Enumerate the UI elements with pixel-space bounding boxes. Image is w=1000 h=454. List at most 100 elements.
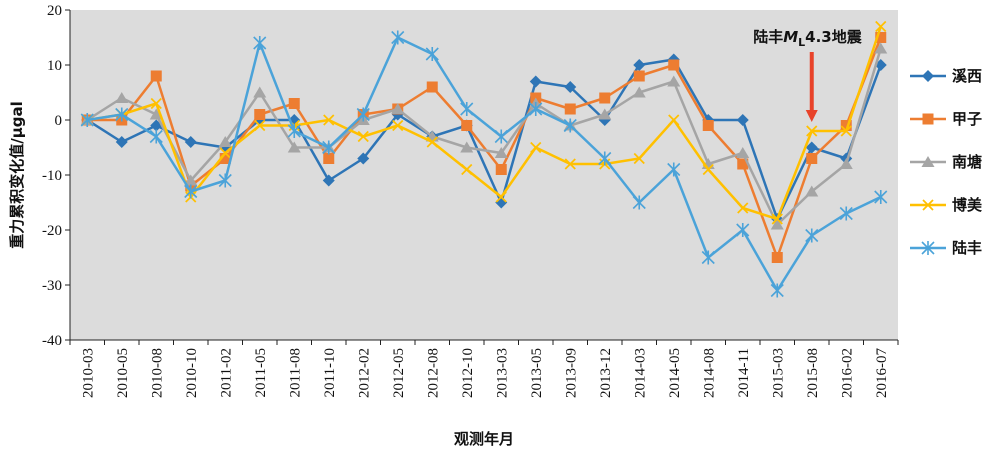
data-point: [874, 190, 888, 204]
data-point: [323, 114, 335, 126]
data-point: [598, 108, 612, 120]
data-point: [288, 98, 300, 109]
x-tick-label: 2012-02: [356, 348, 372, 398]
data-point: [391, 103, 405, 114]
annotation-prefix: 陆丰: [753, 28, 783, 46]
data-point: [737, 202, 749, 214]
x-tick-label: 2010-03: [80, 348, 96, 398]
annotation-arrow-head: [805, 110, 818, 122]
data-point: [702, 120, 714, 131]
data-point: [460, 141, 474, 153]
legend-label: 溪西: [952, 67, 982, 85]
data-point: [771, 252, 783, 263]
x-axis: 2010-03 2010-05 2010-08 2010-10 2011-02 2011-…: [69, 339, 899, 398]
data-point: [529, 75, 542, 88]
y-axis-title: 重力累积变化值/μgal: [8, 101, 26, 249]
data-point: [254, 119, 266, 132]
data-point: [287, 124, 301, 138]
data-point: [219, 153, 231, 164]
data-point: [667, 75, 681, 87]
data-point: [839, 206, 853, 221]
y-tick-label: 20: [47, 3, 62, 19]
x-tick-label: 2014-11: [736, 348, 752, 397]
data-point: [218, 136, 232, 147]
data-point: [357, 152, 370, 165]
legend-marker: [921, 241, 935, 255]
x-tick-label: 2012-08: [425, 348, 441, 398]
data-point: [357, 130, 369, 143]
data-point: [494, 147, 508, 158]
data-point: [736, 223, 750, 237]
data-point: [633, 59, 646, 71]
data-point: [599, 92, 611, 104]
data-point: [115, 107, 129, 122]
data-point: [184, 184, 198, 199]
data-point: [667, 162, 681, 177]
data-point: [529, 102, 543, 116]
legend-item: 甲子: [910, 110, 982, 128]
x-tick-label: 2010-08: [149, 348, 165, 398]
y-tick-label: 0: [55, 113, 63, 129]
data-point: [840, 125, 852, 137]
data-point: [632, 195, 646, 210]
data-point: [839, 158, 853, 169]
data-point: [806, 125, 818, 137]
data-point: [736, 147, 750, 158]
y-tick-label: -30: [42, 278, 62, 294]
x-tick-label: 2016-02: [839, 348, 855, 398]
data-point: [149, 108, 163, 120]
data-point: [770, 218, 784, 230]
data-point: [668, 59, 680, 71]
legend-item: 南塘: [910, 153, 982, 171]
x-tick-label: 2014-05: [667, 348, 683, 398]
data-point: [874, 42, 888, 54]
series-5: [80, 30, 888, 298]
data-point: [806, 153, 818, 164]
legend-item: 溪西: [910, 67, 982, 85]
data-point: [356, 107, 370, 122]
data-point: [426, 136, 438, 148]
x-tick-label: 2011-10: [322, 348, 338, 397]
data-point: [564, 103, 576, 115]
data-point: [115, 92, 129, 103]
data-point: [701, 250, 715, 265]
y-tick-label: -20: [42, 223, 62, 239]
x-tick-label: 2013-03: [494, 348, 510, 398]
data-point: [425, 47, 439, 61]
data-point: [149, 129, 163, 144]
x-tick-label: 2013-09: [563, 348, 579, 398]
legend-item: 陆丰: [910, 239, 982, 257]
x-tick-label: 2011-05: [253, 348, 269, 397]
data-point: [219, 147, 231, 159]
legend-label: 甲子: [952, 110, 982, 128]
annotation-magnitude-subscript: L: [798, 36, 805, 49]
data-point: [770, 283, 784, 298]
data-point: [702, 163, 714, 176]
data-point: [668, 114, 680, 126]
data-point: [495, 191, 507, 203]
data-point: [737, 158, 749, 170]
data-point: [460, 102, 474, 116]
data-point: [150, 70, 162, 82]
data-point: [287, 141, 301, 153]
x-tick-label: 2015-03: [770, 348, 786, 398]
x-tick-label: 2010-05: [115, 348, 131, 398]
x-tick-label: 2013-05: [529, 348, 545, 398]
series-line: [87, 36, 882, 292]
data-point: [805, 141, 818, 154]
data-point: [218, 173, 232, 188]
legend-marker: [922, 113, 934, 125]
legend-marker: [922, 70, 934, 82]
data-point: [632, 86, 646, 98]
data-point: [461, 163, 473, 176]
annotation-magnitude-symbol: M: [783, 28, 798, 46]
data-point: [392, 119, 404, 132]
series-line: [87, 26, 882, 221]
data-point: [254, 109, 266, 120]
data-point: [184, 174, 198, 186]
data-point: [115, 136, 128, 148]
data-point: [633, 152, 645, 165]
legend-label: 博美: [952, 196, 983, 214]
y-tick-label: 10: [47, 58, 62, 74]
data-point: [633, 70, 645, 82]
